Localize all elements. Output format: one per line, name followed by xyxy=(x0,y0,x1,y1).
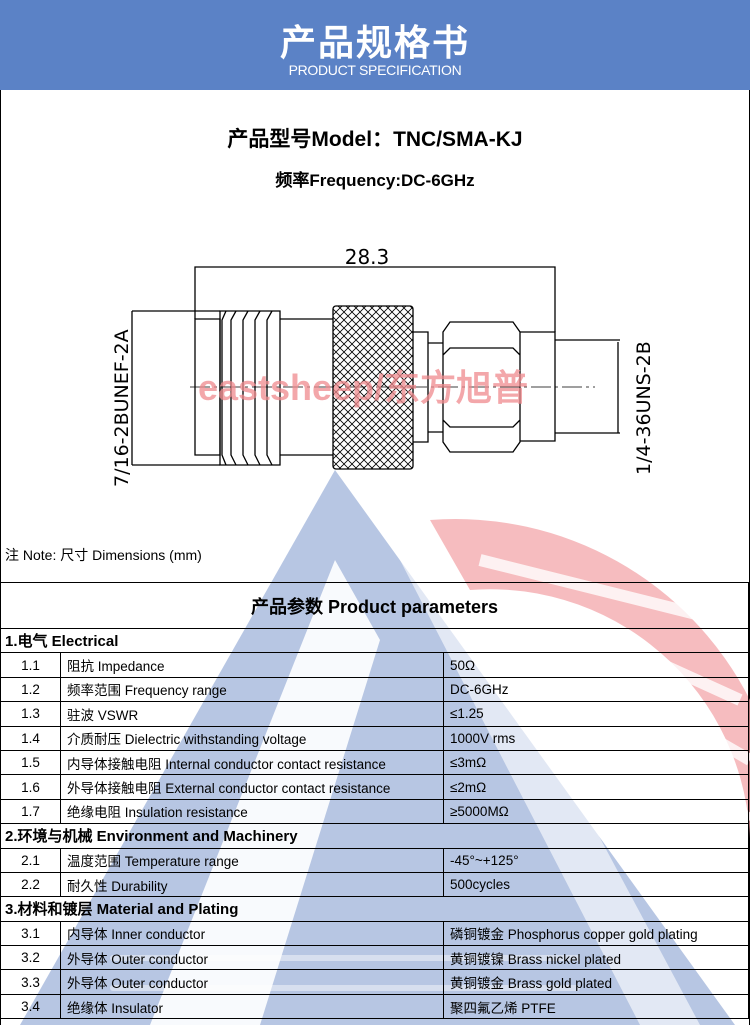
parameter-value: 聚四氟乙烯 PTFE xyxy=(443,993,749,1020)
length-dimension: 28.3 xyxy=(345,245,390,269)
table-row: 1.3 驻波 VSWR ≤1.25 xyxy=(0,701,749,727)
parameter-value: DC-6GHz xyxy=(443,676,749,703)
row-number: 2.1 xyxy=(0,847,61,873)
parameters-title: 产品参数 Product parameters xyxy=(0,582,749,629)
parameter-value: 1000V rms xyxy=(443,725,749,751)
header-banner: 产品规格书 PRODUCT SPECIFICATION xyxy=(0,0,750,90)
parameter-name: 内导体 Inner conductor xyxy=(60,920,444,947)
table-row: 3.3 外导体 Outer conductor 黄铜镀金 Brass gold pl… xyxy=(0,969,749,995)
section-heading: 2.环境与机械 Environment and Machinery xyxy=(0,823,749,849)
parameter-name: 绝缘电阻 Insulation resistance xyxy=(60,798,444,825)
table-row: 2.2 耐久性 Durability 500cycles xyxy=(0,871,749,898)
table-row: 2.1 温度范围 Temperature range -45°~+125° xyxy=(0,847,749,873)
row-number: 3.2 xyxy=(0,945,61,971)
table-row: 1.1 阻抗 Impedance 50Ω xyxy=(0,652,749,678)
parameter-name: 介质耐压 Dielectric withstanding voltage xyxy=(60,725,444,751)
parameter-name: 耐久性 Durability xyxy=(60,871,444,898)
frequency-label: 频率Frequency:DC-6GHz xyxy=(275,171,475,190)
left-thread-spec: 7/16-2BUNEF-2A xyxy=(111,329,133,487)
parameter-value: 黄铜镀镍 Brass nickel plated xyxy=(443,945,749,971)
row-number: 3.4 xyxy=(0,993,61,1020)
parameter-name: 频率范围 Frequency range xyxy=(60,676,444,703)
right-thread-spec: 1/4-36UNS-2B xyxy=(633,341,655,475)
table-row: 3.4 绝缘体 Insulator 聚四氟乙烯 PTFE xyxy=(0,993,749,1020)
row-number: 1.5 xyxy=(0,749,61,776)
parameter-name: 内导体接触电阻 Internal conductor contact resis… xyxy=(60,749,444,776)
connector-drawing: 28.3 7/16-2BUNEF-2A 1/4-36UNS-2B eastshe… xyxy=(111,245,655,487)
parameter-name: 外导体 Outer conductor xyxy=(60,969,444,995)
row-number: 3.1 xyxy=(0,920,61,947)
parameters-table: 产品参数 Product parameters 1.电气 Electrical 1… xyxy=(0,582,749,1020)
parameter-name: 驻波 VSWR xyxy=(60,701,444,727)
row-number: 1.7 xyxy=(0,798,61,825)
parameter-name: 外导体接触电阻 External conductor contact resis… xyxy=(60,774,444,800)
parameter-value: ≤2mΩ xyxy=(443,774,749,800)
parameter-value: 500cycles xyxy=(443,871,749,898)
table-row: 1.4 介质耐压 Dielectric withstanding voltage 1… xyxy=(0,725,749,751)
page-subtitle: PRODUCT SPECIFICATION xyxy=(288,62,462,78)
row-number: 1.1 xyxy=(0,652,61,678)
parameter-value: ≤3mΩ xyxy=(443,749,749,776)
parameter-value: ≤1.25 xyxy=(443,701,749,727)
table-row: 1.2 频率范围 Frequency range DC-6GHz xyxy=(0,676,749,703)
row-number: 1.3 xyxy=(0,701,61,727)
parameter-value: 磷铜镀金 Phosphorus copper gold plating xyxy=(443,920,749,947)
parameter-value: 黄铜镀金 Brass gold plated xyxy=(443,969,749,995)
parameter-name: 绝缘体 Insulator xyxy=(60,993,444,1020)
parameter-name: 外导体 Outer conductor xyxy=(60,945,444,971)
drawing-watermark: eastsheep/东方旭普 xyxy=(198,367,528,408)
table-row: 1.6 外导体接触电阻 External conductor contact re… xyxy=(0,774,749,800)
row-number: 1.2 xyxy=(0,676,61,703)
row-number: 2.2 xyxy=(0,871,61,898)
row-number: 1.4 xyxy=(0,725,61,751)
parameter-value: ≥5000MΩ xyxy=(443,798,749,825)
model-label: 产品型号Model：TNC/SMA-KJ xyxy=(227,128,523,151)
page-title: 产品规格书 xyxy=(279,22,470,63)
table-row: 1.7 绝缘电阻 Insulation resistance ≥5000MΩ xyxy=(0,798,749,825)
parameter-name: 阻抗 Impedance xyxy=(60,652,444,678)
table-row: 1.5 内导体接触电阻 Internal conductor contact re… xyxy=(0,749,749,776)
dimensions-note: 注 Note: 尺寸 Dimensions (mm) xyxy=(5,547,202,563)
parameter-value: 50Ω xyxy=(443,652,749,678)
section-heading: 3.材料和镀层 Material and Plating xyxy=(0,896,749,922)
table-row: 3.2 外导体 Outer conductor 黄铜镀镍 Brass nickel … xyxy=(0,945,749,971)
table-row: 3.1 内导体 Inner conductor 磷铜镀金 Phosphorus co… xyxy=(0,920,749,947)
row-number: 3.3 xyxy=(0,969,61,995)
section-heading: 1.电气 Electrical xyxy=(0,627,749,654)
row-number: 1.6 xyxy=(0,774,61,800)
parameter-value: -45°~+125° xyxy=(443,847,749,873)
parameter-name: 温度范围 Temperature range xyxy=(60,847,444,873)
